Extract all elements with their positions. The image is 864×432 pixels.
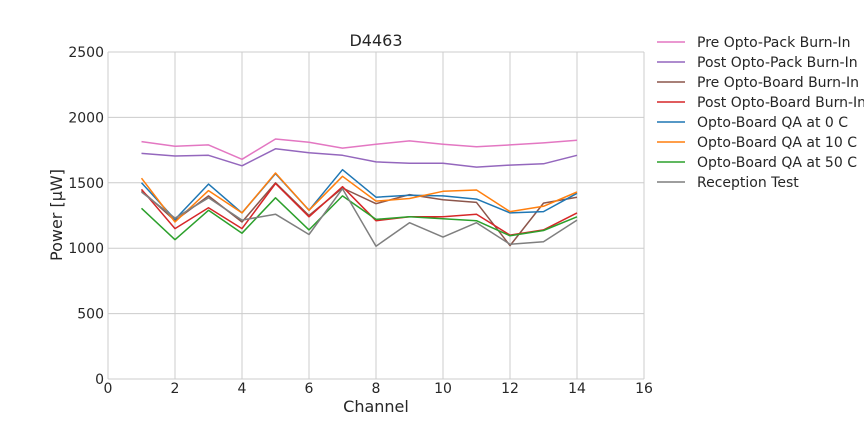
x-tick-label: 0 (104, 381, 113, 397)
legend-label: Opto-Board QA at 50 C (697, 155, 857, 171)
series-lines (140, 138, 578, 247)
series-line-opto-board-qa-at-10-c (140, 172, 578, 223)
legend-label: Pre Opto-Board Burn-In (697, 75, 859, 91)
legend-label: Opto-Board QA at 0 C (697, 115, 848, 131)
x-axis-label: Channel (343, 397, 409, 416)
x-tick-label: 8 (372, 381, 381, 397)
y-tick-label: 2500 (68, 45, 104, 61)
x-tick-label: 12 (501, 381, 519, 397)
y-tick-label: 1000 (68, 241, 104, 257)
y-tick-label: 1500 (68, 176, 104, 192)
x-ticks: 0 2 4 6 8 10 12 14 16 (104, 381, 653, 397)
legend-label: Post Opto-Pack Burn-In (697, 55, 858, 71)
x-tick-label: 10 (434, 381, 452, 397)
series-line-pre-opto-board-burn-in (140, 182, 578, 247)
series-line-reception-test (141, 187, 578, 247)
legend: Pre Opto-Pack Burn-In Post Opto-Pack Burn… (657, 35, 864, 191)
x-tick-label: 2 (171, 381, 180, 397)
legend-label: Post Opto-Board Burn-In (697, 95, 864, 111)
x-tick-label: 14 (568, 381, 586, 397)
x-tick-label: 16 (635, 381, 653, 397)
x-tick-label: 4 (238, 381, 247, 397)
y-tick-label: 500 (77, 307, 104, 323)
legend-label: Pre Opto-Pack Burn-In (697, 35, 851, 51)
legend-label: Opto-Board QA at 10 C (697, 135, 857, 151)
grid (107, 51, 645, 380)
y-tick-label: 0 (95, 372, 104, 388)
series-line-opto-board-qa-at-50-c (140, 195, 578, 241)
y-axis-label: Power [μW] (47, 169, 66, 261)
series-line-post-opto-pack-burn-in (141, 148, 578, 168)
x-tick-label: 6 (305, 381, 314, 397)
y-tick-label: 2000 (68, 110, 104, 126)
series-line-opto-board-qa-at-0-c (140, 168, 578, 221)
series-line-post-opto-board-burn-in (140, 182, 578, 236)
legend-label: Reception Test (697, 175, 799, 191)
y-ticks: 0 500 1000 1500 2000 2500 (68, 45, 104, 388)
series-line-pre-opto-pack-burn-in (141, 138, 578, 161)
chart-title: D4463 (349, 31, 402, 50)
